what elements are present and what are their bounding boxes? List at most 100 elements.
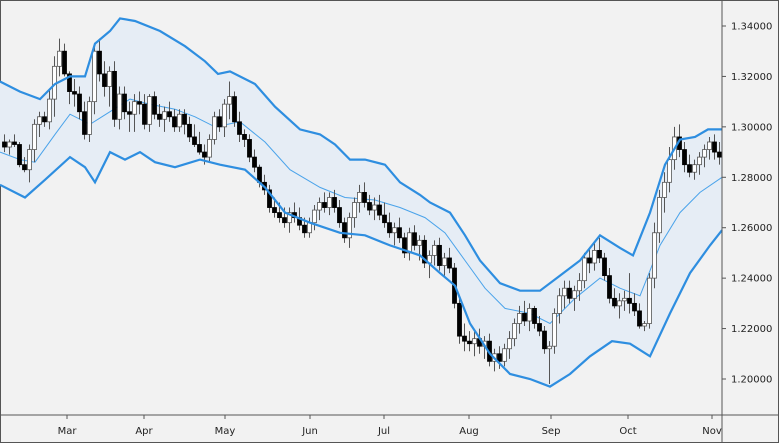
- candle: [22, 157, 27, 173]
- candle: [137, 91, 142, 115]
- candle: [597, 237, 602, 264]
- candle: [507, 331, 512, 359]
- candle: [322, 192, 327, 213]
- candle: [47, 89, 52, 130]
- candle: [357, 184, 362, 213]
- candle: [172, 109, 177, 132]
- candle: [562, 280, 567, 309]
- candle: [122, 86, 127, 120]
- candle: [222, 99, 227, 137]
- candle: [17, 141, 22, 168]
- candle: [532, 305, 537, 329]
- candle: [232, 91, 237, 127]
- candle: [557, 288, 562, 324]
- candle: [207, 134, 212, 163]
- candle: [517, 305, 522, 334]
- y-axis: 1.34000 1.32000 1.30000 1.28000 1.26000 1.240…: [722, 22, 772, 385]
- candle: [167, 101, 172, 122]
- candle: [442, 252, 447, 276]
- upper-band-line: [0, 17, 722, 292]
- candle: [27, 144, 32, 183]
- candle: [402, 232, 407, 258]
- candle: [242, 129, 247, 148]
- candle: [197, 131, 202, 155]
- candle: [42, 111, 47, 127]
- candle: [702, 144, 707, 168]
- candle: [432, 240, 437, 266]
- candle: [342, 217, 347, 243]
- candle: [712, 134, 717, 160]
- x-tick-label: May: [215, 426, 236, 437]
- candle: [382, 202, 387, 228]
- candle: [152, 91, 157, 120]
- candle: [102, 61, 107, 97]
- candle: [637, 303, 642, 329]
- candle: [527, 303, 532, 332]
- candle: [657, 189, 662, 243]
- x-tick-label: Oct: [619, 426, 636, 437]
- candle: [212, 111, 217, 145]
- candle: [7, 139, 12, 155]
- candle: [572, 285, 577, 311]
- candle: [347, 212, 352, 248]
- candle: [112, 61, 117, 127]
- candle: [512, 318, 517, 347]
- bollinger-band-lines: [0, 17, 723, 388]
- candle: [447, 247, 452, 274]
- candle: [392, 222, 397, 246]
- candle: [537, 315, 542, 337]
- candle: [522, 300, 527, 327]
- y-tick-label: 1.30000: [731, 122, 772, 133]
- candle: [2, 134, 7, 153]
- candle: [247, 134, 252, 163]
- candle: [412, 225, 417, 251]
- candle: [647, 273, 652, 329]
- candle: [177, 109, 182, 132]
- candle: [312, 205, 317, 231]
- x-tick-label: Aug: [459, 426, 479, 437]
- candle: [617, 293, 622, 319]
- x-tick-label: Sep: [542, 426, 561, 437]
- candle: [352, 197, 357, 228]
- candle: [622, 290, 627, 311]
- candle: [587, 247, 592, 274]
- candle: [612, 288, 617, 309]
- candle: [147, 94, 152, 132]
- candle: [377, 194, 382, 221]
- candle: [367, 194, 372, 216]
- candle: [187, 116, 192, 142]
- candle: [77, 86, 82, 120]
- candle: [37, 111, 42, 137]
- candle: [652, 222, 657, 289]
- candle: [362, 182, 367, 208]
- candle: [372, 197, 377, 221]
- candle: [192, 124, 197, 148]
- candle: [162, 106, 167, 132]
- candle: [157, 104, 162, 127]
- candle: [502, 343, 507, 367]
- candle: [337, 199, 342, 228]
- lower-band-line: [0, 150, 723, 388]
- candle: [287, 207, 292, 233]
- candle: [467, 331, 472, 352]
- y-tick-label: 1.28000: [731, 173, 772, 184]
- x-tick-label: Nov: [702, 426, 722, 437]
- candle: [267, 184, 272, 213]
- candle: [592, 242, 597, 271]
- candle: [227, 81, 232, 120]
- candle: [117, 86, 122, 130]
- candle: [82, 101, 87, 140]
- candle: [72, 78, 77, 107]
- candle: [437, 237, 442, 271]
- candle: [97, 38, 102, 82]
- y-tick-label: 1.24000: [731, 274, 772, 285]
- candle: [107, 66, 112, 107]
- candle: [707, 136, 712, 160]
- candle: [577, 273, 582, 301]
- x-tick-label: Jun: [301, 426, 318, 437]
- candle: [92, 43, 97, 115]
- candle: [407, 227, 412, 261]
- candle: [692, 159, 697, 180]
- y-tick-label: 1.32000: [731, 72, 772, 83]
